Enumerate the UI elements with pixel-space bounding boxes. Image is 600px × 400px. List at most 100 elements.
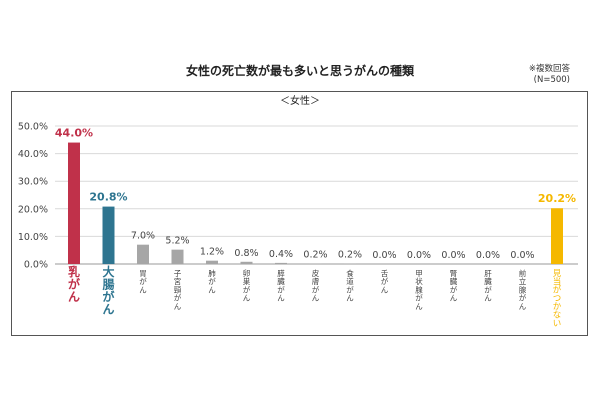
data-label: 0.8%: [234, 248, 258, 259]
category-label-char: 腺: [519, 284, 527, 294]
category-label-char: が: [346, 284, 354, 294]
bar: [102, 206, 115, 264]
bar: [206, 260, 218, 264]
y-tick-label: 20.0%: [18, 204, 48, 215]
y-tick-label: 0.0%: [24, 260, 48, 271]
data-label: 0.0%: [407, 250, 431, 261]
category-label-char: か: [553, 302, 562, 312]
data-label: 0.0%: [441, 250, 465, 261]
category-label-char: ん: [68, 290, 80, 304]
category-label-char: 肝: [484, 269, 492, 278]
data-label: 0.0%: [476, 250, 500, 261]
category-label-char: ん: [174, 302, 182, 311]
category-label-char: 巣: [243, 276, 251, 286]
category-label-char: い: [553, 319, 562, 329]
bar: [171, 249, 184, 264]
data-label: 0.2%: [303, 249, 327, 260]
category-label-char: が: [68, 277, 80, 292]
category-label-char: が: [484, 284, 492, 294]
category-label-char: 当: [553, 276, 562, 287]
category-label-char: が: [553, 285, 562, 296]
bar: [275, 262, 287, 264]
data-label: 20.8%: [89, 191, 127, 204]
category-label-char: が: [450, 284, 458, 294]
category-label-char: ん: [277, 294, 285, 303]
category-label: 乳がん: [68, 264, 80, 304]
chart-frame: [11, 91, 588, 336]
y-tick-label: 50.0%: [18, 122, 48, 133]
data-label: 20.2%: [538, 192, 576, 205]
category-label: 胃がん: [139, 269, 147, 294]
category-label-char: ん: [102, 303, 114, 317]
bar: [344, 263, 356, 264]
category-label-char: 大: [102, 264, 114, 279]
category-label-char: 頸: [174, 285, 182, 294]
category-label-char: 食: [346, 268, 354, 278]
category-label-char: 乳: [68, 264, 80, 279]
category-label-char: 皮: [312, 268, 320, 278]
bar: [309, 263, 322, 264]
category-label-char: 宮: [174, 276, 182, 286]
category-label-char: ん: [450, 294, 458, 303]
data-label: 1.2%: [200, 247, 224, 258]
category-label-char: が: [312, 284, 320, 294]
bar: [137, 244, 149, 264]
bar: [551, 208, 563, 264]
category-label-char: 道: [346, 276, 354, 286]
category-label-char: ん: [415, 302, 423, 311]
category-label-char: 臓: [450, 276, 458, 286]
category-label-char: が: [381, 276, 389, 286]
multiple-answer-note: ※複数回答: [528, 64, 570, 74]
category-label-char: 腸: [102, 278, 114, 292]
category-label: 舌がん: [381, 268, 389, 294]
category-label-char: 臓: [277, 276, 285, 286]
category-label-char: 肺: [208, 269, 216, 278]
category-label-char: ん: [243, 294, 251, 303]
category-label-char: ん: [346, 294, 354, 303]
category-label-char: 膚: [312, 276, 320, 286]
category-label-char: ん: [312, 294, 320, 303]
category-label-char: 前: [519, 268, 527, 278]
y-tick-label: 40.0%: [18, 149, 48, 160]
y-tick-label: 10.0%: [18, 232, 48, 243]
category-label-char: 見: [553, 269, 562, 279]
category-label-char: な: [553, 311, 562, 321]
category-label-char: ん: [139, 285, 147, 294]
data-label: 5.2%: [165, 236, 189, 247]
data-label: 0.2%: [338, 249, 362, 260]
data-label: 7.0%: [131, 231, 155, 242]
category-label-char: ん: [519, 302, 527, 311]
category-label-char: 胃: [139, 269, 147, 278]
data-label: 0.4%: [269, 249, 293, 260]
category-label-char: 立: [519, 276, 527, 286]
category-label-char: つ: [553, 294, 562, 304]
data-label: 0.0%: [372, 250, 396, 261]
chart-title: 女性の死亡数が最も多いと思うがんの種類: [185, 64, 414, 78]
category-label-char: が: [243, 284, 251, 294]
category-label-char: が: [277, 284, 285, 294]
category-label-char: ん: [381, 285, 389, 294]
category-label-char: 甲: [415, 269, 423, 278]
data-label: 0.0%: [510, 250, 534, 261]
category-label-char: 舌: [381, 268, 389, 278]
bar: [240, 261, 253, 264]
category-label-char: 腺: [415, 284, 423, 294]
category-label-char: 膵: [277, 268, 285, 278]
category-label-char: が: [415, 293, 423, 303]
panel-label: ＜女性＞: [280, 94, 320, 107]
category-label-char: が: [139, 276, 147, 286]
category-label-char: が: [102, 289, 114, 304]
category-label-char: 腎: [450, 269, 458, 278]
